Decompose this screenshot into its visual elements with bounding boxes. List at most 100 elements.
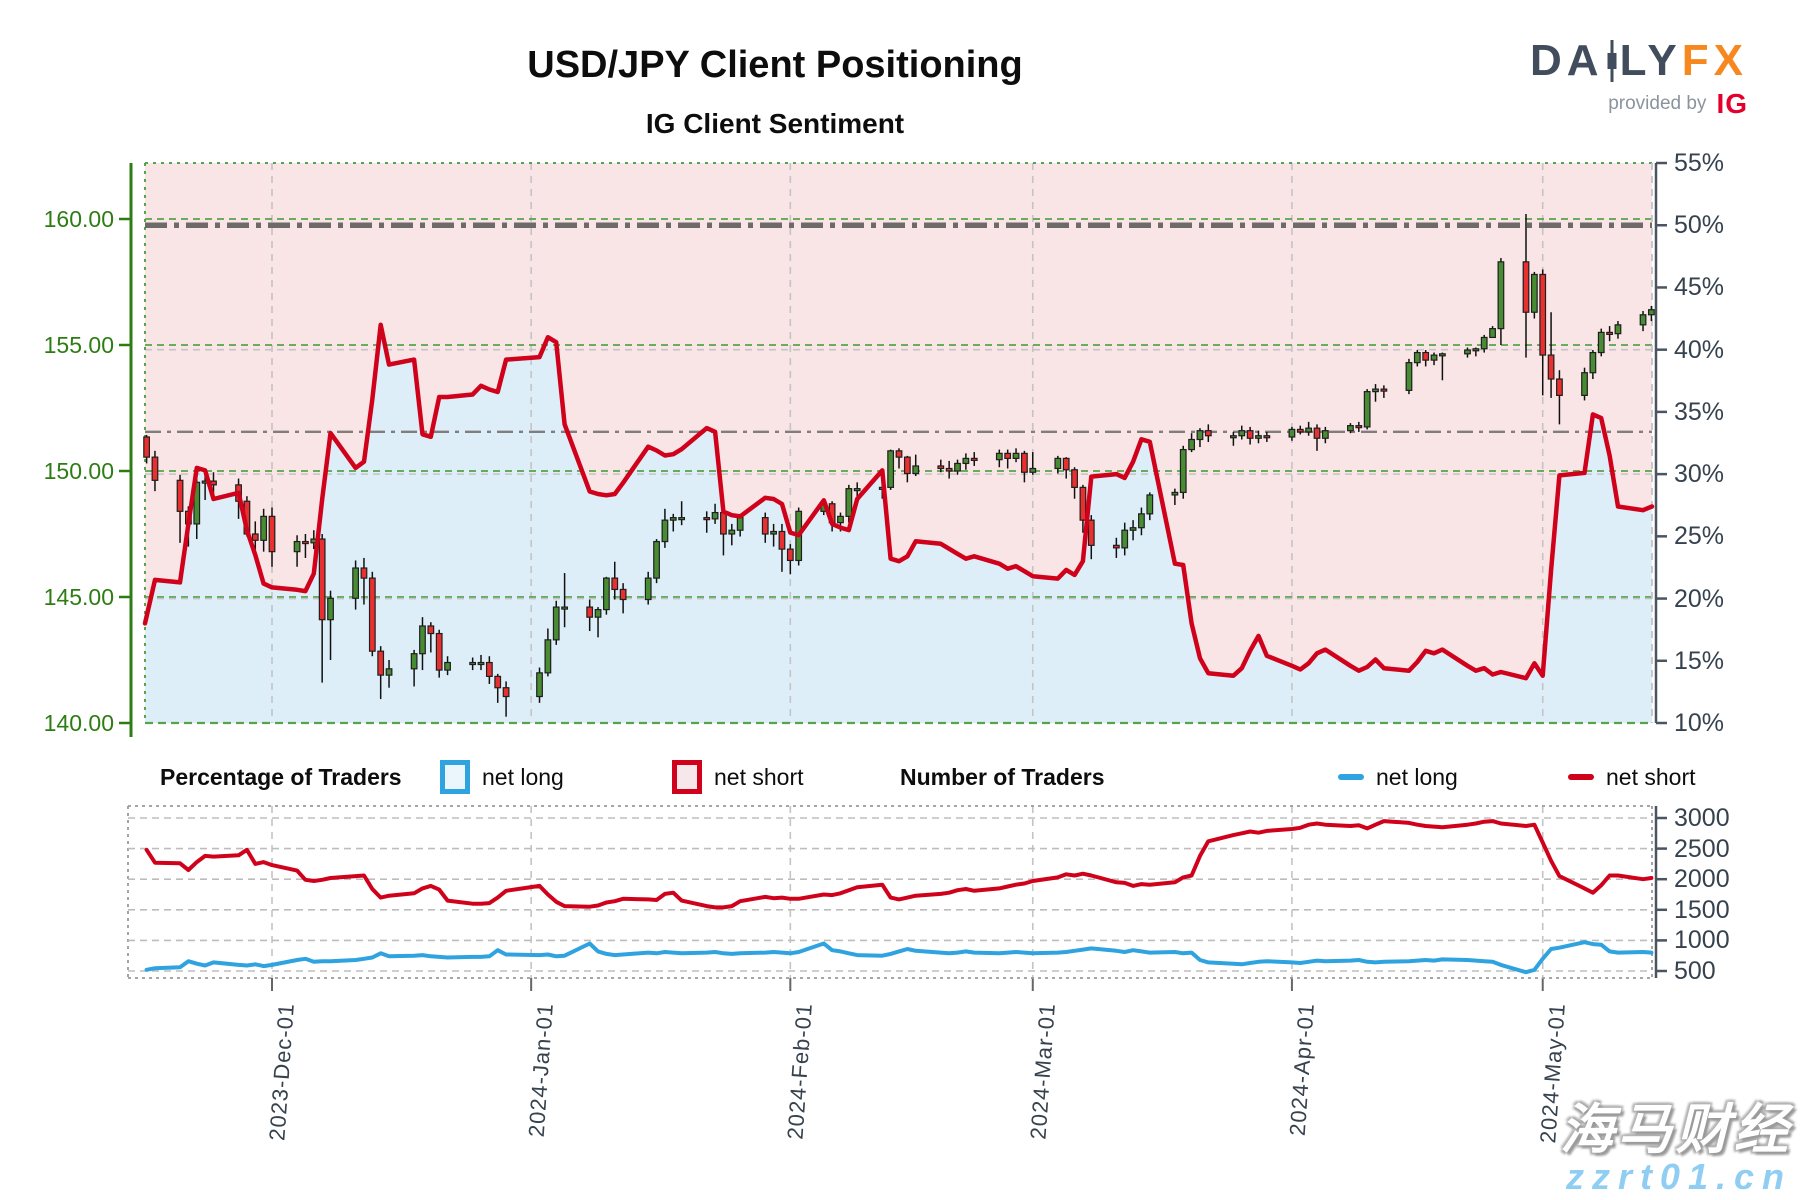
legend-net-short-label: net short xyxy=(714,763,804,790)
candle-down xyxy=(1539,273,1547,356)
candle-up xyxy=(1597,331,1605,354)
provided-by-label: provided by xyxy=(1608,93,1707,114)
candle-up xyxy=(845,488,853,517)
price-axis-label: 160.00 xyxy=(43,206,114,232)
candle-up xyxy=(1029,467,1037,473)
candle-up xyxy=(260,515,268,541)
candle-up xyxy=(1288,428,1296,438)
candle-down xyxy=(435,632,443,671)
candle-down xyxy=(1079,486,1087,521)
candle-up xyxy=(544,639,552,674)
candle-up xyxy=(385,668,393,676)
candle-up xyxy=(1171,491,1179,496)
candle-down xyxy=(1422,351,1430,361)
candle-up xyxy=(552,606,560,641)
candle-up xyxy=(1472,348,1480,352)
candle-down xyxy=(1071,469,1078,488)
candle-up xyxy=(1363,391,1371,428)
logo-provided-by: provided by IG xyxy=(1530,88,1748,120)
candle-up xyxy=(1372,388,1379,393)
pct-axis-label: 25% xyxy=(1674,522,1725,551)
candle-up xyxy=(1138,513,1145,529)
candle-down xyxy=(268,515,276,553)
candle-up xyxy=(1179,448,1187,494)
candle-up xyxy=(1405,362,1413,391)
candle-up xyxy=(837,515,844,524)
candle-up xyxy=(594,608,602,618)
candle-down xyxy=(360,567,368,579)
candle-down xyxy=(318,538,326,621)
candle-down xyxy=(1380,388,1388,392)
candle-down xyxy=(1296,428,1304,433)
candle-down xyxy=(1112,544,1120,549)
candle-down xyxy=(302,540,309,545)
legend-pct-net-long: net long xyxy=(440,760,564,794)
candle-down xyxy=(903,456,911,475)
traders-net-short-line xyxy=(144,819,1654,910)
candle-up xyxy=(419,625,426,655)
net-long-area xyxy=(145,324,1652,723)
candle-up xyxy=(736,517,744,531)
candle-down xyxy=(1606,331,1614,335)
candle-down xyxy=(1313,427,1321,439)
candle-up xyxy=(1305,427,1313,433)
candle-up xyxy=(1238,430,1246,437)
candle-up xyxy=(1647,309,1655,316)
candle-down xyxy=(895,450,903,458)
candle-up xyxy=(887,450,895,488)
candle-up xyxy=(1146,494,1154,515)
candle-up xyxy=(1196,430,1204,441)
candle-down xyxy=(1547,354,1555,380)
candle-up xyxy=(669,517,677,521)
candle-down xyxy=(377,650,385,676)
legend-count-net-long: net long xyxy=(1338,760,1458,794)
candle-down xyxy=(502,687,510,698)
net-short-area xyxy=(145,163,1652,679)
candle-up xyxy=(1413,351,1421,364)
candle-up xyxy=(410,653,418,670)
legend-count-net-short: net short xyxy=(1568,760,1696,794)
candle-up xyxy=(1480,336,1488,350)
count-axis-label: 2500 xyxy=(1674,834,1730,863)
price-axis-label: 150.00 xyxy=(43,458,114,484)
candlestick-icon xyxy=(1607,40,1617,82)
candle-down xyxy=(778,530,786,550)
candle-up xyxy=(661,519,669,543)
candle-down xyxy=(703,517,711,521)
legend-number-title: Number of Traders xyxy=(900,760,1105,794)
logo-text-ly: LY xyxy=(1619,36,1682,85)
pct-axis-label: 30% xyxy=(1674,460,1725,489)
candle-down xyxy=(485,661,493,677)
legend-number-title-label: Number of Traders xyxy=(900,763,1105,790)
candle-up xyxy=(1054,457,1062,470)
candle-down xyxy=(1004,452,1012,459)
candle-up xyxy=(1438,353,1446,357)
logo-text-da: DA xyxy=(1530,36,1604,85)
dailyfx-wordmark: DA LY FX xyxy=(1530,38,1748,84)
candle-up xyxy=(1012,452,1020,459)
legend-pct-net-short: net short xyxy=(672,760,804,794)
ig-logo: IG xyxy=(1716,88,1748,119)
candle-down xyxy=(368,577,376,652)
candle-down xyxy=(945,467,953,472)
candle-up xyxy=(853,488,861,492)
price-axis-label: 140.00 xyxy=(43,710,114,736)
candle-up xyxy=(728,529,736,535)
candle-up xyxy=(644,577,652,601)
candle-up xyxy=(912,465,920,475)
candle-up xyxy=(711,511,719,520)
candle-up xyxy=(1497,261,1505,330)
candle-down xyxy=(720,511,727,535)
candle-up xyxy=(1589,351,1597,374)
net-short-swatch-icon xyxy=(672,760,702,794)
candle-up xyxy=(1188,438,1196,451)
pct-axis-label: 20% xyxy=(1674,584,1725,613)
legend-net-long-count-label: net long xyxy=(1376,763,1458,790)
candle-up xyxy=(962,457,970,465)
watermark-chinese: 海马财经 xyxy=(1560,1099,1792,1160)
candle-down xyxy=(970,457,978,461)
pct-axis-label: 45% xyxy=(1674,273,1725,302)
candle-down xyxy=(1062,457,1070,471)
net-short-line-icon xyxy=(1568,774,1594,780)
